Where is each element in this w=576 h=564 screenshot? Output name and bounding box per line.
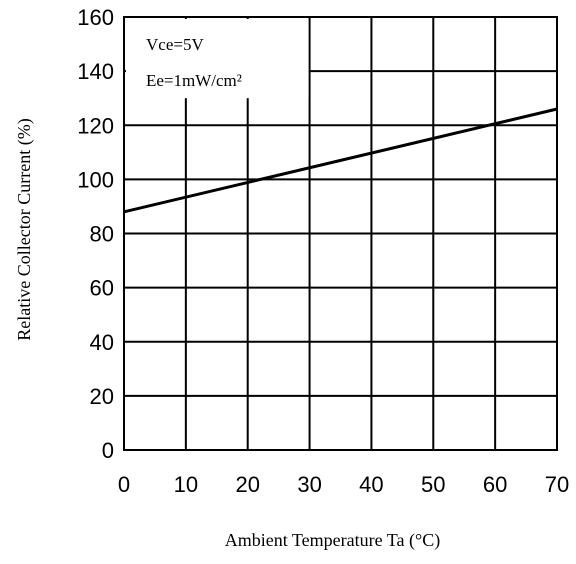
- y-tick-label: 60: [90, 276, 114, 301]
- y-tick-label: 80: [90, 222, 114, 247]
- y-tick-label: 20: [90, 384, 114, 409]
- x-tick-label: 30: [297, 472, 321, 497]
- y-tick-label: 160: [77, 5, 114, 30]
- annotation-vce: Vce=5V: [146, 35, 204, 54]
- y-tick-label: 140: [77, 59, 114, 84]
- y-tick-label: 40: [90, 330, 114, 355]
- series-line-0: [123, 107, 558, 214]
- x-tick-labels: 0 10 20 30 40 50 60 70: [118, 472, 569, 497]
- y-tick-label: 100: [77, 167, 114, 192]
- grid: [124, 17, 557, 450]
- y-tick-label: 0: [102, 438, 114, 463]
- plot-frame: [123, 16, 558, 451]
- series-layer: [123, 107, 558, 214]
- y-tick-label: 120: [77, 113, 114, 138]
- x-tick-label: 60: [483, 472, 507, 497]
- y-tick-labels: 0 20 40 60 80 100 120 140 160: [77, 5, 114, 463]
- x-axis-label: Ambient Temperature Ta (°C): [225, 530, 440, 551]
- x-tick-label: 40: [359, 472, 383, 497]
- y-axis-label: Relative Collector Current (%): [14, 118, 35, 340]
- x-tick-label: 50: [421, 472, 445, 497]
- x-tick-label: 0: [118, 472, 130, 497]
- annotation-box: [126, 19, 309, 99]
- annotation-ee: Ee=1mW/cm²: [146, 71, 242, 90]
- x-tick-label: 70: [545, 472, 569, 497]
- x-tick-label: 20: [235, 472, 259, 497]
- x-tick-label: 10: [174, 472, 198, 497]
